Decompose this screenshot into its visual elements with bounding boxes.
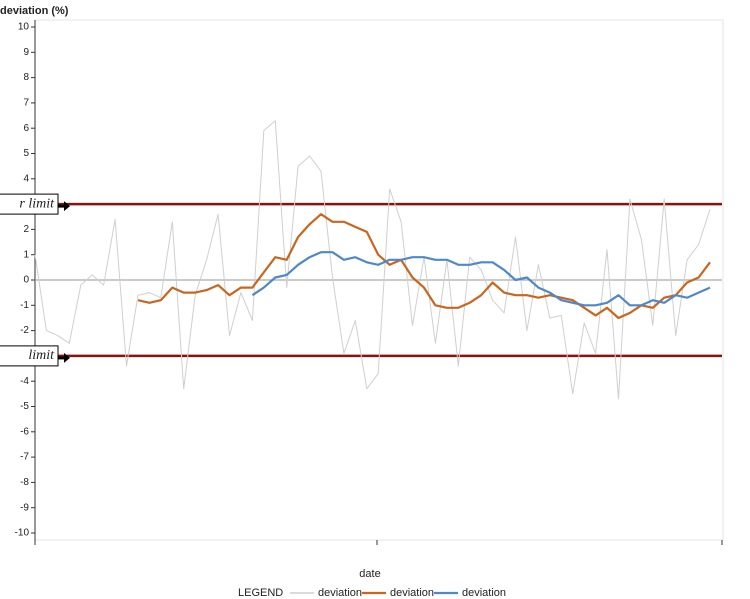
legend-label: deviation — [462, 587, 506, 599]
y-tick-label: 7 — [23, 98, 29, 109]
reference-label: r limit — [19, 196, 55, 211]
series-line — [137, 213, 711, 320]
reference-label-box — [0, 193, 59, 215]
y-tick-label: -1 — [20, 300, 29, 311]
reference-arrowhead — [64, 352, 70, 363]
y-tick-label: 8 — [23, 72, 29, 83]
legend-label: deviation — [390, 587, 434, 599]
y-tick-label: 4 — [23, 173, 29, 184]
y-tick-label: -7 — [20, 452, 29, 463]
y-tick-label: -10 — [15, 528, 30, 539]
y-tick-label: 2 — [23, 224, 29, 235]
y-tick-label: -6 — [20, 426, 29, 437]
y-tick-label: 5 — [23, 148, 29, 159]
y-tick-label: -9 — [20, 502, 29, 513]
y-tick-label: 6 — [23, 123, 29, 134]
series-line — [251, 251, 711, 307]
series-line — [34, 120, 711, 400]
reference-arrowhead — [64, 201, 70, 212]
x-axis-title: date — [359, 568, 380, 580]
reference-label: limit — [28, 348, 55, 363]
reference-label-box — [0, 345, 59, 367]
y-tick-label: -2 — [20, 325, 29, 336]
y-tick-label: -8 — [20, 477, 29, 488]
y-tick-label: 10 — [18, 22, 30, 33]
legend-label: deviation — [318, 587, 362, 599]
y-tick-label: 9 — [23, 47, 29, 58]
legend-title: LEGEND — [238, 587, 283, 599]
y-tick-label: -5 — [20, 401, 29, 412]
y-tick-label: -4 — [20, 376, 29, 387]
y-tick-label: 0 — [23, 275, 29, 286]
y-axis-title: deviation (%) — [0, 5, 69, 17]
y-tick-label: 1 — [23, 249, 29, 260]
